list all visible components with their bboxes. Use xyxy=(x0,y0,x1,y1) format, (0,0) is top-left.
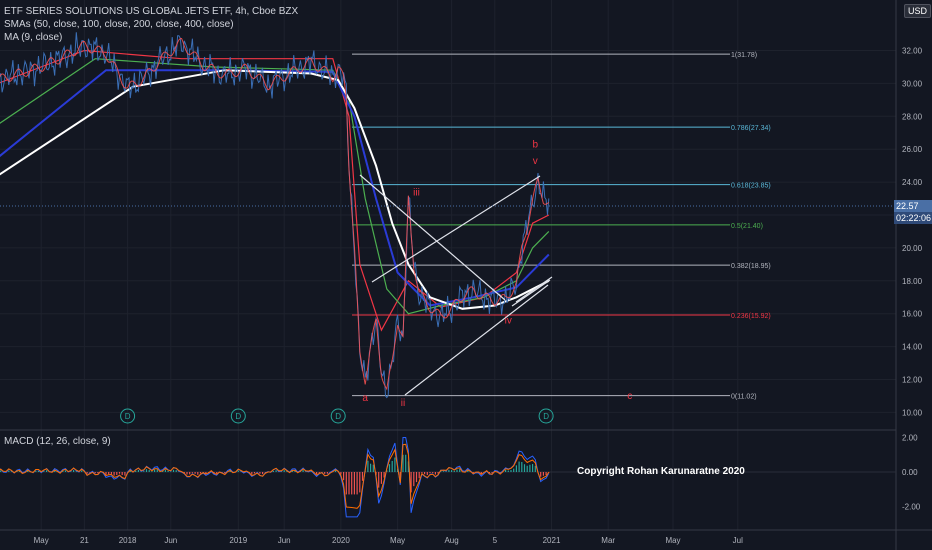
time-axis-tick: Jun xyxy=(164,536,177,545)
wave-label: iv xyxy=(505,316,512,327)
price-axis-tick: 10.00 xyxy=(902,408,923,417)
time-axis-tick: 21 xyxy=(80,536,89,545)
macd-axis-tick: 0.00 xyxy=(902,468,918,477)
wave-label: v xyxy=(533,156,538,167)
fib-level-label: 0.618(23.85) xyxy=(731,183,771,190)
macd-axis[interactable]: 2.00 0.00 -2.00 xyxy=(902,434,921,512)
price-series xyxy=(0,32,550,399)
time-axis-tick: 2019 xyxy=(229,536,247,545)
macd-pane xyxy=(0,437,896,518)
fib-level-label: 0.786(27.34) xyxy=(731,125,771,132)
time-axis[interactable]: May 21 2018 Jun 2019 Jun 2020 May Aug 5 2021 Mar May… xyxy=(34,536,743,545)
price-axis-tick: 28.00 xyxy=(902,112,923,121)
sma-line xyxy=(0,49,550,332)
fib-level-label: 0.5(21.40) xyxy=(731,223,763,230)
time-axis-tick: May xyxy=(390,536,405,545)
fibonacci-retracement[interactable]: 1(31.78) 0.786(27.34) 0.618(23.85) 0.5(21.4… xyxy=(352,52,771,401)
price-axis-tick: 30.00 xyxy=(902,79,923,88)
time-axis-tick: 5 xyxy=(493,536,498,545)
fib-level-label: 0.236(15.92) xyxy=(731,313,771,320)
dividend-marker[interactable] xyxy=(120,408,136,424)
copyright-text: Copyright Rohan Karunaratne 2020 xyxy=(577,466,745,477)
sma-legend[interactable]: SMAs (50, close, 100, close, 200, close,… xyxy=(4,19,234,30)
fib-level-label: 0.382(18.95) xyxy=(731,263,771,270)
wave-label: c xyxy=(627,391,632,402)
trendlines[interactable] xyxy=(359,174,553,396)
wave-label: ii xyxy=(401,398,405,409)
price-axis-tick: 32.00 xyxy=(902,47,923,56)
price-axis-tick: 14.00 xyxy=(902,343,923,352)
sma-line xyxy=(0,69,550,310)
macd-legend[interactable]: MACD (12, 26, close, 9) xyxy=(4,436,111,447)
time-axis-tick: May xyxy=(34,536,49,545)
dividend-marker-label: D xyxy=(235,412,241,421)
price-axis-tick: 18.00 xyxy=(902,277,923,286)
time-axis-tick: Aug xyxy=(444,536,458,545)
price-axis-tick: 12.00 xyxy=(902,376,923,385)
trendline[interactable] xyxy=(404,284,549,396)
bar-countdown: 02:22:06 xyxy=(894,212,932,224)
trendline[interactable] xyxy=(359,174,506,301)
dividend-marker-label: D xyxy=(335,412,341,421)
price-axis-tick: 26.00 xyxy=(902,145,923,154)
time-axis-tick: 2021 xyxy=(543,536,561,545)
time-axis-tick: May xyxy=(665,536,680,545)
macd-axis-tick: -2.00 xyxy=(902,503,921,512)
wave-label: iii xyxy=(413,187,420,198)
dividend-marker[interactable] xyxy=(538,408,554,424)
trendline[interactable] xyxy=(511,279,551,307)
price-axis-tick: 24.00 xyxy=(902,178,923,187)
wave-label: a xyxy=(362,393,368,404)
horizontal-grid xyxy=(0,50,896,413)
time-axis-tick: Mar xyxy=(601,536,615,545)
price-axis-tick: 16.00 xyxy=(902,310,923,319)
time-axis-tick: Jun xyxy=(278,536,291,545)
dividend-marker-label: D xyxy=(125,412,131,421)
dividend-marker[interactable] xyxy=(230,408,246,424)
time-axis-tick: 2020 xyxy=(332,536,350,545)
time-axis-tick: Jul xyxy=(733,536,743,545)
trendline[interactable] xyxy=(371,175,541,283)
macd-signal-line xyxy=(0,443,550,509)
ma9-line xyxy=(0,37,550,391)
dividend-marker-label: D xyxy=(543,412,549,421)
trendline[interactable] xyxy=(515,276,553,303)
last-price-tag: 22.57 xyxy=(894,200,932,212)
fib-level-label: 0(11.02) xyxy=(731,394,757,401)
ma-legend[interactable]: MA (9, close) xyxy=(4,32,63,43)
macd-axis-tick: 2.00 xyxy=(902,434,918,443)
fib-level-label: 1(31.78) xyxy=(731,52,757,59)
wave-label: b xyxy=(533,140,539,151)
price-axis-tick: 20.00 xyxy=(902,244,923,253)
dividend-marker[interactable] xyxy=(330,408,346,424)
time-axis-tick: 2018 xyxy=(119,536,137,545)
price-line xyxy=(0,32,550,399)
currency-badge[interactable]: USD xyxy=(904,4,932,18)
symbol-legend[interactable]: ETF SERIES SOLUTIONS US GLOBAL JETS ETF,… xyxy=(4,6,299,17)
